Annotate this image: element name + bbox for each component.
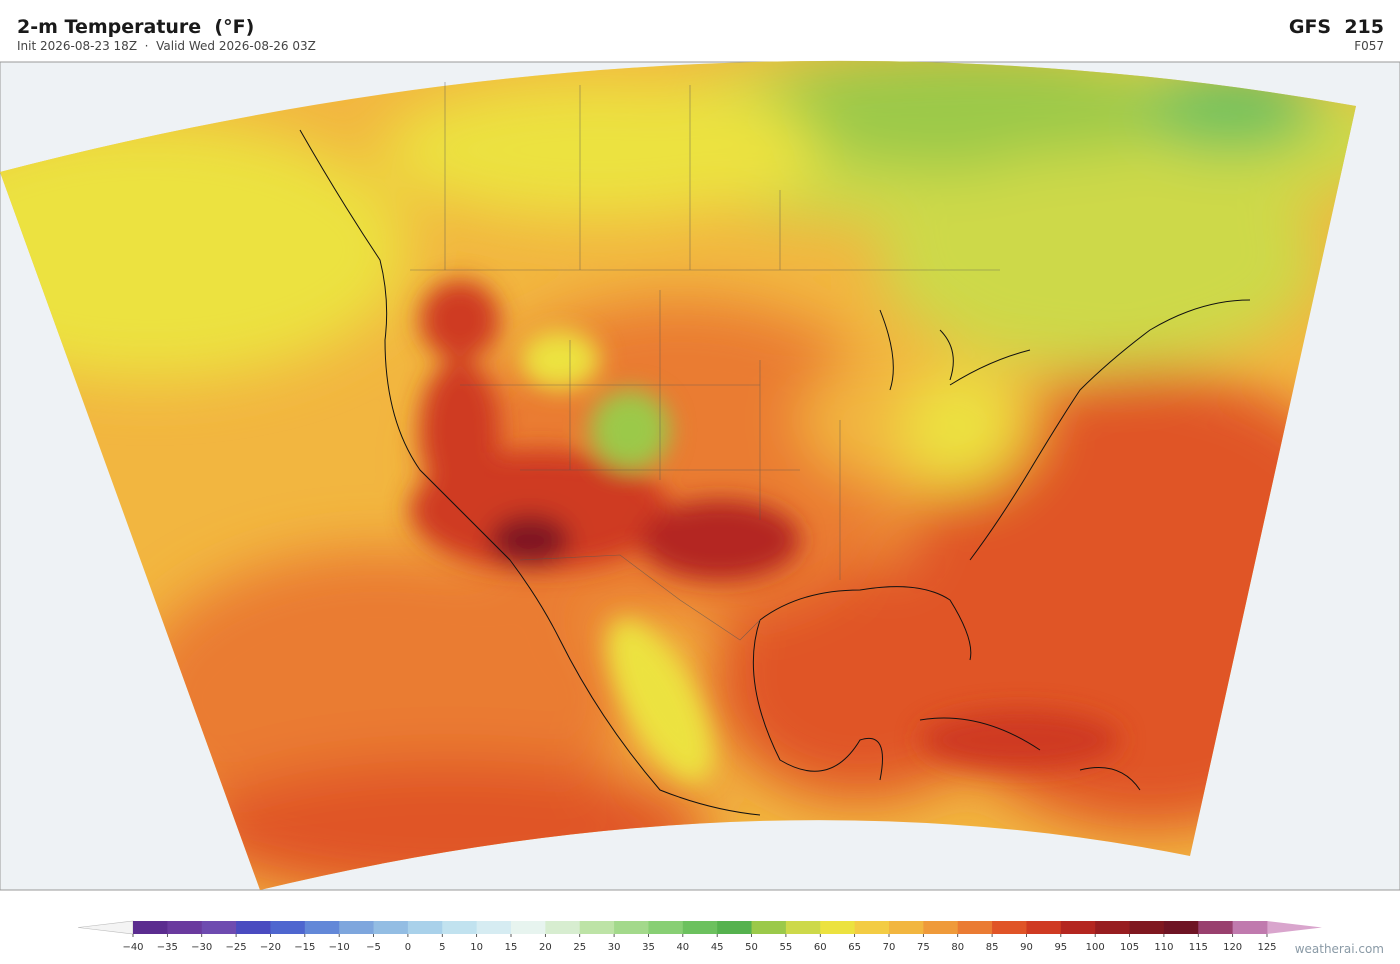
colorbar-tick-label: 120 <box>1223 942 1242 953</box>
colorbar-tick-label: 45 <box>711 942 724 953</box>
colorbar-tick-label: 85 <box>986 942 999 953</box>
colorbar-tick-label: 70 <box>883 942 896 953</box>
colorbar-segment <box>785 921 821 934</box>
colorbar-tick-label: 80 <box>951 942 964 953</box>
colorbar-segment <box>889 921 924 934</box>
temperature-field <box>0 60 1356 890</box>
colorbar-tick-label: −30 <box>191 942 212 953</box>
colorbar-segment <box>407 921 443 934</box>
colorbar-segment <box>1198 921 1234 934</box>
colorbar-tick-label: 50 <box>745 942 758 953</box>
borders <box>410 82 1000 641</box>
colorbar-tick-label: 40 <box>676 942 689 953</box>
colorbar-tick-label: −10 <box>329 942 350 953</box>
colorbar-tick-label: 15 <box>505 942 518 953</box>
colorbar-tick-label: −15 <box>294 942 315 953</box>
colorbar-segment <box>1232 921 1268 934</box>
forecast-hour: F057 <box>1354 39 1384 53</box>
credit: weatherai.com <box>1294 942 1384 956</box>
colorbar-tick-label: 115 <box>1189 942 1208 953</box>
colorbar-tick-label: 30 <box>608 942 621 953</box>
colorbar-tick-label: 60 <box>814 942 827 953</box>
colorbar-segment <box>992 921 1027 934</box>
colorbar-tick-label: 35 <box>642 942 655 953</box>
colorbar-tick-label: 20 <box>539 942 552 953</box>
colorbar-tick-label: 95 <box>1054 942 1067 953</box>
model-name: GFS 215 <box>1288 16 1384 38</box>
colorbar-segment <box>236 921 271 934</box>
colorbar-segment <box>339 921 374 934</box>
colorbar-tick-label: 125 <box>1257 942 1276 953</box>
colorbar-segment <box>682 921 718 934</box>
colorbar-segment <box>1026 921 1062 934</box>
colorbar-segment <box>511 921 546 934</box>
colorbar-tick-label: 75 <box>917 942 930 953</box>
colorbar-tick-label: 25 <box>573 942 586 953</box>
colorbar-segment <box>373 921 409 934</box>
colorbar-tick-label: −5 <box>366 942 381 953</box>
colorbar-tick-label: 110 <box>1154 942 1173 953</box>
colorbar-over <box>1267 921 1322 934</box>
colorbar-tick-label: −25 <box>226 942 247 953</box>
colorbar-segment <box>957 921 993 934</box>
colorbar-under <box>77 920 134 935</box>
colorbar-segment <box>304 921 340 934</box>
colorbar-segment <box>923 921 959 934</box>
colorbar-segment <box>579 921 615 934</box>
colorbar-segment <box>751 921 787 934</box>
colorbar-tick-label: −35 <box>157 942 178 953</box>
colorbar-segment <box>1163 921 1199 934</box>
colorbar-segment <box>648 921 684 934</box>
map-subtitle: Init 2026-08-23 18Z · Valid Wed 2026-08-… <box>17 39 316 53</box>
colorbar-tick-label: 55 <box>780 942 793 953</box>
colorbar-segment <box>614 921 649 934</box>
colorbar-tick-label: 65 <box>848 942 861 953</box>
colorbar-segment <box>476 921 512 934</box>
colorbar-segment <box>820 921 856 934</box>
map-title: 2-m Temperature (°F) <box>17 16 255 38</box>
coastlines <box>299 129 1251 816</box>
colorbar-segment <box>1060 921 1096 934</box>
colorbar-tick-label: 90 <box>1020 942 1033 953</box>
colorbar-segment <box>545 921 581 934</box>
colorbar-segment <box>270 921 306 934</box>
colorbar-tick-label: 100 <box>1086 942 1105 953</box>
colorbar-segment <box>167 921 203 934</box>
colorbar-segment <box>1095 921 1130 934</box>
colorbar-tick-label: 0 <box>405 942 411 953</box>
colorbar-tick-label: 10 <box>470 942 483 953</box>
colorbar-tick-label: −40 <box>122 942 143 953</box>
colorbar-segment <box>717 921 752 934</box>
colorbar-tick-label: 105 <box>1120 942 1139 953</box>
colorbar-tick-label: −20 <box>260 942 281 953</box>
colorbar-segment <box>201 921 237 934</box>
colorbar-tick-label: 5 <box>439 942 445 953</box>
colorbar-segment <box>1129 921 1165 934</box>
colorbar: −40 −35 −30 −25 −20 −15 −10 −5 0 5 10 15 20 25 30 35 40 4… <box>77 920 1322 953</box>
colorbar-segment <box>442 921 478 934</box>
colorbar-segment <box>133 921 168 934</box>
colorbar-segment <box>854 921 890 934</box>
